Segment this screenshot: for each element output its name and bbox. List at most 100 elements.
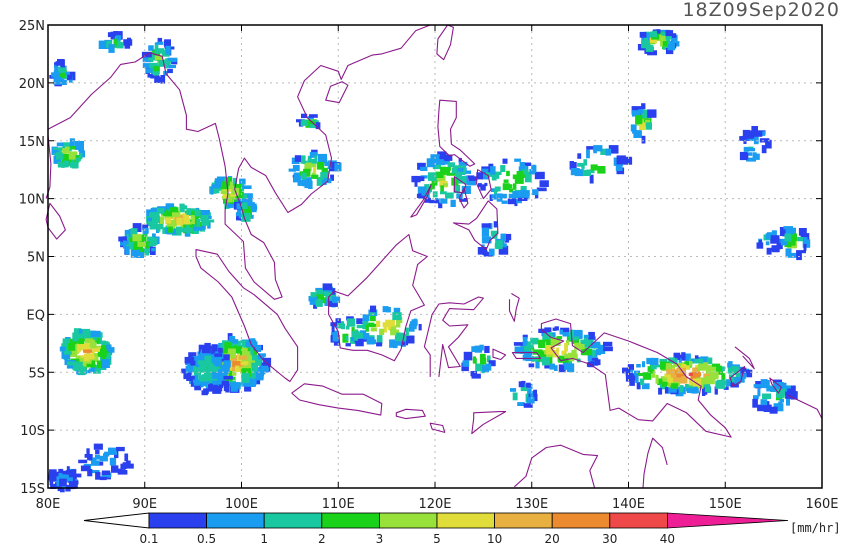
precip-cell (393, 307, 401, 313)
precip-cell (762, 393, 771, 400)
precip-cell (586, 146, 595, 150)
precip-cell (370, 327, 377, 332)
precip-cell (334, 330, 338, 336)
precip-cell (232, 177, 237, 186)
precip-cell (200, 376, 209, 381)
precip-cell (101, 470, 111, 475)
precip-cell (198, 356, 207, 361)
precip-cell (797, 237, 806, 242)
precip-cell (154, 44, 159, 50)
precip-cell (517, 402, 525, 406)
precip-cell (705, 376, 715, 385)
precip-cell (91, 460, 100, 466)
precip-cell (211, 367, 218, 375)
precip-cell (481, 168, 491, 173)
precip-cell (99, 340, 106, 345)
precip-cell (761, 145, 767, 154)
precip-cell (127, 244, 134, 250)
precip-cell (132, 223, 142, 232)
precip-cell (503, 184, 513, 189)
precip-cell (96, 337, 100, 345)
precip-cell (107, 474, 111, 478)
precip-cell (633, 370, 640, 376)
precip-cell (322, 176, 327, 185)
precip-cell (334, 162, 342, 172)
precip-cell (765, 241, 770, 246)
precip-cell (757, 404, 766, 412)
precip-cell (802, 239, 811, 248)
precip-cell (62, 338, 71, 347)
coastline (436, 24, 454, 61)
coastline (787, 394, 823, 419)
precip-cell (221, 380, 229, 386)
precip-cell (661, 35, 666, 41)
precip-cell (570, 330, 576, 339)
precip-cell (477, 183, 482, 188)
precip-cell (254, 356, 258, 362)
precip-cell (232, 340, 241, 348)
precip-cell (512, 392, 518, 401)
precip-cell (771, 246, 780, 253)
precip-cell (773, 403, 784, 412)
precip-cell (314, 155, 318, 164)
precip-cell (576, 335, 580, 340)
precip-cell (103, 476, 111, 480)
precip-cell (99, 476, 107, 481)
precip-cell (79, 148, 84, 153)
precip-cell (73, 328, 82, 337)
precip-cell (257, 359, 262, 366)
precip-cell (66, 473, 73, 482)
lat-tick-label: 5N (27, 251, 45, 266)
precip-cell (796, 250, 806, 254)
precip-cell (480, 184, 486, 191)
precip-cell (440, 191, 447, 195)
precip-cell (493, 189, 497, 195)
precip-cell (369, 315, 376, 322)
precip-cell (157, 223, 161, 232)
precip-cell (789, 233, 797, 241)
precip-cell (192, 355, 199, 361)
coastline (410, 184, 432, 218)
precip-cell (63, 75, 68, 80)
precip-cell (308, 180, 313, 189)
precip-cell (446, 172, 457, 176)
precip-cell (382, 322, 389, 328)
precip-cell (211, 346, 216, 355)
precip-cell (540, 351, 544, 358)
precip-cell (316, 289, 323, 295)
precip-cell (690, 388, 697, 393)
precip-cell (67, 74, 73, 80)
precip-cell (90, 367, 96, 372)
precip-cell (353, 332, 364, 339)
precip-cell (647, 109, 657, 118)
precip-cell (308, 161, 317, 168)
precip-cell (522, 334, 528, 339)
precip-cell (443, 183, 449, 187)
precip-cell (665, 30, 674, 37)
colorbar-threshold-label: 40 (660, 532, 675, 544)
precip-cell (603, 341, 613, 347)
precip-cell (642, 361, 646, 368)
precip-cell (167, 68, 173, 74)
precip-cell (588, 331, 595, 340)
precip-cell (453, 165, 461, 173)
precip-cell (688, 372, 693, 376)
precip-cell (315, 293, 324, 300)
precip-cell (633, 131, 642, 138)
coastline (437, 99, 476, 167)
precip-cell (385, 319, 395, 327)
precip-cell (332, 296, 341, 304)
precip-cell (227, 348, 236, 357)
precip-cell (501, 200, 508, 204)
precip-cell (710, 371, 719, 379)
precip-cell (685, 353, 691, 362)
precip-cell (753, 395, 759, 400)
precip-cell (69, 482, 75, 490)
precip-cell (706, 357, 713, 365)
precip-cell (744, 369, 753, 373)
precip-cell (294, 155, 301, 162)
precip-cell (683, 376, 688, 383)
precip-cell (414, 179, 418, 187)
precip-cell (778, 385, 783, 392)
precip-cell (186, 375, 195, 381)
